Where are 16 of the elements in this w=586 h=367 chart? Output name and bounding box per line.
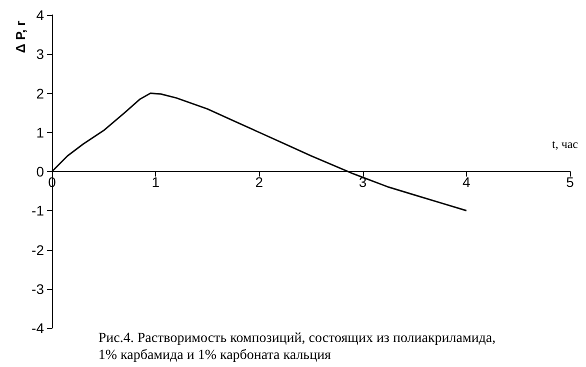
y-tick-label: 1 bbox=[36, 124, 44, 140]
y-tick-label: -3 bbox=[32, 280, 44, 297]
x-axis-title: t, час bbox=[552, 137, 578, 151]
y-tick-label: 2 bbox=[36, 85, 44, 102]
x-tick-label: 5 bbox=[566, 174, 574, 190]
y-tick-label: 0 bbox=[36, 164, 44, 180]
x-tick-label: 1 bbox=[152, 174, 160, 190]
y-tick-label: 3 bbox=[36, 46, 44, 62]
y-tick-label: -1 bbox=[32, 202, 44, 219]
y-axis-title: Δ P, г bbox=[13, 20, 28, 53]
y-tick-label: 4 bbox=[36, 7, 44, 23]
y-tick-label: -4 bbox=[32, 320, 44, 336]
x-tick-label: 4 bbox=[462, 174, 470, 190]
y-tick-label: -2 bbox=[32, 242, 44, 258]
text: Рис.4. Растворимость композиций, состоящих из полиакриламида, 1% карбамида и 1% карбоната кальция bbox=[98, 331, 496, 363]
x-tick-label: 2 bbox=[255, 174, 264, 190]
